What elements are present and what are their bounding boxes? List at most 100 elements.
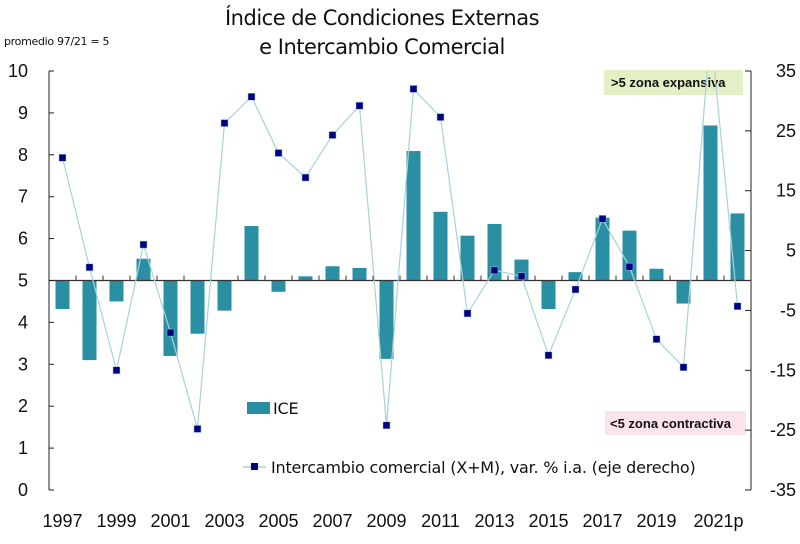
zone-contractiva-annotation: <5 zona contractiva xyxy=(605,411,746,435)
chart-title-line1: Índice de Condiciones Externas xyxy=(225,5,539,30)
bar-ice-2017 xyxy=(595,217,610,281)
left-tick-label: 7 xyxy=(18,187,28,207)
zone-expansiva-annotation: >5 zona expansiva xyxy=(604,70,743,95)
bar-ice-2005 xyxy=(271,280,286,292)
x-tick-label: 2013 xyxy=(474,511,514,531)
trade-marker-2010 xyxy=(409,85,418,93)
right-tick-label: 15 xyxy=(776,181,796,201)
bar-ice-2004 xyxy=(244,226,259,281)
bar-ice-2020 xyxy=(676,280,691,304)
zone-expansiva-bg xyxy=(604,70,743,95)
x-tick-label: 2019 xyxy=(636,511,676,531)
trade-marker-2022 xyxy=(733,302,742,310)
x-tick-label: 2017 xyxy=(582,511,622,531)
left-tick-label: 1 xyxy=(18,438,28,458)
trade-marker-2014 xyxy=(517,272,526,281)
bar-ice-2013 xyxy=(487,223,502,281)
left-tick-label: 0 xyxy=(18,480,28,500)
trade-marker-2018 xyxy=(625,262,634,271)
bar-ice-2010 xyxy=(406,151,421,281)
average-note: promedio 97/21 = 5 xyxy=(4,35,110,48)
trade-marker-2005 xyxy=(274,149,283,157)
left-tick-label: 2 xyxy=(18,396,28,416)
x-tick-label: 1997 xyxy=(42,511,82,531)
legend-ice-label: ICE xyxy=(273,399,298,418)
x-tick-label: 2001 xyxy=(150,511,190,531)
right-tick-label: -5 xyxy=(780,300,796,320)
x-tick-label: 2011 xyxy=(421,511,460,531)
trade-marker-2002 xyxy=(193,425,202,433)
left-tick-label: 10 xyxy=(8,61,28,81)
right-tick-label: -15 xyxy=(770,360,796,380)
legend: ICE Intercambio comercial (X+M), var. % … xyxy=(243,399,696,477)
bar-ice-2009 xyxy=(379,280,394,359)
trade-marker-2003 xyxy=(220,119,229,127)
bar-ice-2022 xyxy=(730,213,745,281)
trade-marker-1999 xyxy=(112,366,121,375)
trade-marker-2008 xyxy=(355,101,364,110)
legend-trade-marker xyxy=(251,463,258,470)
bar-ice-2018 xyxy=(622,230,637,281)
zone-contractiva-label: <5 zona contractiva xyxy=(610,416,732,431)
legend-ice-swatch xyxy=(247,402,270,414)
bar-ice-2012 xyxy=(460,235,475,281)
left-tick-label: 4 xyxy=(18,312,28,332)
left-tick-label: 3 xyxy=(18,354,28,374)
left-tick-label: 8 xyxy=(18,145,28,165)
trade-marker-2004 xyxy=(247,92,256,101)
trade-marker-2006 xyxy=(301,173,310,182)
right-axis-ticks: 35 25 15 5 -5 -15 -25 -35 xyxy=(745,61,796,500)
trade-marker-2015 xyxy=(544,351,553,360)
trade-marker-2013 xyxy=(490,266,499,275)
bar-ice-1997 xyxy=(55,280,70,309)
trade-marker-2000 xyxy=(139,240,148,249)
chart-title-line2: e Intercambio Comercial xyxy=(259,35,505,59)
bar-ice-2000 xyxy=(136,258,151,281)
trade-marker-1997 xyxy=(58,154,67,162)
x-tick-label: 2015 xyxy=(528,511,568,531)
zone-contractiva-bg xyxy=(605,411,746,435)
zone-expansiva-label: >5 zona expansiva xyxy=(611,75,726,90)
x-tick-label: 2007 xyxy=(312,511,352,531)
x-tick-label: 2003 xyxy=(204,511,244,531)
trade-marker-2007 xyxy=(328,131,337,139)
bar-ice-1998 xyxy=(82,280,97,361)
trade-line xyxy=(61,71,739,430)
trade-marker-2001 xyxy=(166,328,175,337)
bar-ice-1999 xyxy=(109,280,124,302)
left-tick-label: 6 xyxy=(18,229,28,249)
trade-line-series xyxy=(58,71,742,433)
trade-marker-2011 xyxy=(436,113,445,121)
right-tick-label: -35 xyxy=(770,480,796,500)
bar-ice-2008 xyxy=(352,267,367,281)
bar-ice-2011 xyxy=(433,211,448,281)
x-tick-label: 2021p xyxy=(693,511,743,531)
left-tick-label: 9 xyxy=(18,103,28,123)
x-tick-label: 2005 xyxy=(258,511,298,531)
bar-ice-2016 xyxy=(568,272,583,281)
bar-ice-2002 xyxy=(190,280,205,334)
bar-ice-2021 xyxy=(703,125,718,281)
bar-ice-2003 xyxy=(217,280,232,311)
bar-ice-2015 xyxy=(541,280,556,309)
right-tick-label: 35 xyxy=(776,61,796,81)
left-axis-ticks: 0 1 2 3 4 5 6 7 8 9 10 xyxy=(8,61,54,500)
trade-marker-2012 xyxy=(463,309,472,318)
x-tick-label: 2009 xyxy=(366,511,406,531)
trade-marker-2017 xyxy=(598,215,607,223)
x-axis-ticks: 1997 1999 2001 2003 2005 2007 2009 2011 2013 2015… xyxy=(42,511,743,531)
bar-ice-2007 xyxy=(325,266,340,281)
trade-marker-1998 xyxy=(85,263,94,272)
left-tick-label: 5 xyxy=(18,271,28,291)
bar-ice-2019 xyxy=(649,268,664,281)
right-tick-label: 5 xyxy=(786,241,796,261)
ice-bars xyxy=(55,125,745,361)
trade-marker-2020 xyxy=(679,363,688,372)
trade-marker-2016 xyxy=(571,285,580,294)
bar-ice-2006 xyxy=(298,276,313,281)
right-tick-label: 25 xyxy=(776,121,796,141)
trade-marker-2019 xyxy=(652,335,661,343)
legend-trade-label: Intercambio comercial (X+M), var. % i.a.… xyxy=(271,458,696,477)
x-tick-label: 1999 xyxy=(96,511,136,531)
